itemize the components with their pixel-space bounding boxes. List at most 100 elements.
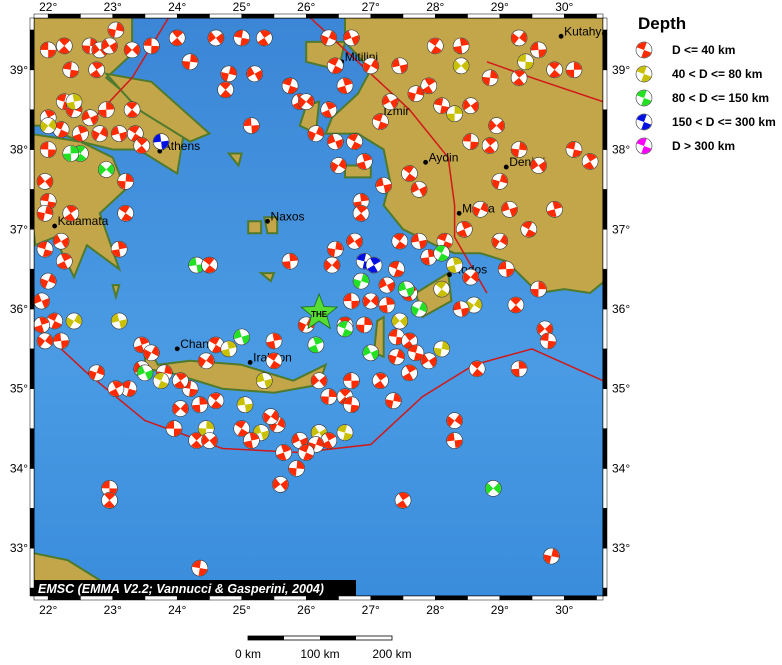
focal-mechanism [323,256,341,274]
focal-mechanism [39,141,57,158]
frame-segment [499,595,533,601]
focal-mechanism [410,300,428,318]
frame-segment [596,13,604,19]
focal-mechanism [410,181,428,198]
focal-mechanism [491,232,509,250]
frame-segment [602,69,608,110]
focal-mechanism [281,252,299,270]
focal-mechanism [326,133,344,150]
focal-mechanism [326,240,344,258]
frame-segment [29,508,35,549]
focal-mechanism [391,232,409,250]
focal-mechanism [36,205,54,222]
focal-mechanism [484,480,502,497]
scale-label-200: 200 km [372,647,411,660]
frame-segment [602,109,608,150]
focal-mechanism [101,491,118,509]
focal-mechanism [343,29,360,47]
focal-mechanism [288,460,305,477]
focal-mechanism [433,280,451,298]
landmass [247,220,263,235]
focal-mechanism [201,256,218,274]
focal-mechanism [446,432,463,449]
lon-tick-label: 28° [426,0,444,14]
focal-mechanism [98,161,115,178]
focal-mechanism [462,97,480,114]
focal-mechanism [420,352,438,370]
frame-segment [602,547,608,589]
lon-tick-label: 26° [297,603,315,617]
focal-mechanism [336,424,354,441]
focal-mechanism [401,364,418,382]
focal-mechanism [297,93,315,110]
focal-mechanism [407,344,425,362]
focal-mechanism [510,29,528,47]
focal-mechanism [388,260,405,278]
lon-tick-label: 25° [233,603,251,617]
focal-mechanism [243,432,260,449]
focal-mechanism [355,316,373,334]
frame-segment [29,69,35,110]
focal-mechanism [307,125,325,142]
frame-segment [144,595,178,601]
landmass [258,272,276,283]
frame-segment [29,149,35,190]
lon-tick-label: 22° [39,603,57,617]
legend-beachball-icon [635,137,653,155]
frame-segment [29,229,35,270]
focal-mechanism [281,77,299,95]
lon-tick-label: 30° [555,603,573,617]
plate-boundary [309,18,488,294]
frame-segment [29,29,35,71]
frame-segment [602,229,608,270]
legend-title: Depth [638,14,686,33]
focal-mechanism [39,41,57,59]
scale-label-100: 100 km [300,647,339,660]
focal-mechanism [62,61,80,79]
focal-mechanism [62,145,80,162]
focal-mechanism [191,559,209,577]
focal-mechanism [507,296,525,314]
focal-mechanism [98,101,115,118]
focal-mechanism [468,360,486,378]
focal-mechanism [220,65,238,83]
frame-segment [29,587,35,597]
focal-mechanism [565,61,583,79]
focal-mechanism [510,141,528,158]
frame-segment [241,595,275,601]
lat-tick-label: 37° [10,222,28,236]
frame-segment [305,13,339,19]
focal-mechanism [236,396,254,414]
lat-tick-label: 34° [612,461,630,475]
focal-mechanism [543,547,560,565]
frame-segment [602,17,608,31]
focal-mechanism [91,125,109,142]
city-label: Aydin [429,150,459,164]
frame-segment [596,595,604,601]
focal-mechanism [255,372,273,390]
focal-mechanism [372,372,389,390]
frame-segment [29,547,35,589]
frame-segment [29,189,35,230]
frame-segment [47,13,81,19]
focal-mechanism [110,125,128,142]
frame-segment [29,348,35,389]
focal-mechanism [462,268,480,286]
focal-mechanism [420,248,438,266]
frame-segment [531,13,565,19]
lon-tick-label: 22° [39,0,57,14]
focal-mechanism [191,396,209,414]
focal-mechanism [233,29,250,47]
focal-mechanism [462,133,480,150]
focal-mechanism [381,93,399,110]
lat-tick-label: 38° [10,143,28,157]
frame-segment [80,13,113,19]
focal-mechanism [320,388,338,406]
focal-mechanism [326,57,344,75]
focal-mechanism [397,280,415,298]
frame-segment [602,189,608,230]
focal-mechanism [481,69,499,87]
city-label: Athens [163,139,200,153]
frame-segment [602,388,608,429]
focal-mechanism [320,29,338,47]
